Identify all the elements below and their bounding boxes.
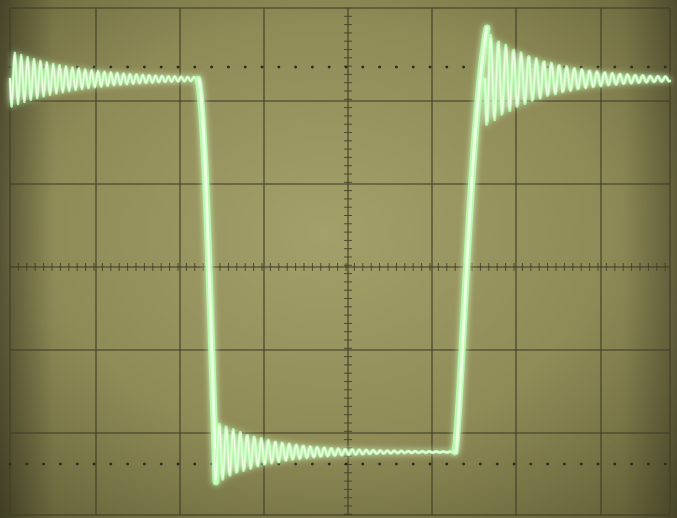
graticule-dot [227, 65, 230, 69]
graticule-dot [294, 462, 297, 466]
graticule-dot [378, 65, 381, 69]
graticule-dot [428, 462, 432, 466]
graticule-dot [126, 65, 129, 69]
graticule-dot [579, 462, 583, 466]
graticule-dot [579, 65, 583, 69]
graticule-dot [663, 65, 667, 69]
graticule-dot [327, 65, 331, 69]
graticule-dot [663, 462, 667, 466]
trace-high-left-core [9, 54, 198, 106]
graticule-dot [42, 462, 45, 466]
graticule-dot [361, 65, 365, 69]
graticule-dot [344, 462, 348, 466]
trace-falling-edge-core [197, 77, 218, 484]
graticule-dot [277, 462, 281, 466]
graticule-dot [143, 462, 146, 466]
graticule-dot [75, 462, 79, 466]
graticule-dot [294, 65, 297, 69]
graticule-dot [193, 462, 197, 466]
graticule-dot [613, 65, 617, 69]
graticule-dot [495, 462, 499, 466]
graticule-dot [311, 65, 314, 69]
graticule-dot [243, 65, 247, 69]
graticule-dot [378, 462, 381, 466]
graticule-dot [59, 462, 62, 466]
graticule-dot [92, 65, 96, 69]
graticule-dot [647, 65, 650, 69]
graticule-dot [109, 65, 113, 69]
graticule-dot [546, 462, 549, 466]
graticule-grid [9, 7, 671, 516]
graticule-dot [647, 462, 650, 466]
graticule-dot [479, 462, 482, 466]
graticule-dot [411, 462, 415, 466]
graticule-dot [176, 462, 180, 466]
graticule-dot [462, 65, 465, 69]
graticule-dot [630, 65, 633, 69]
graticule-dot [529, 462, 533, 466]
graticule-dot [109, 462, 113, 466]
trace-rising-edge-core [454, 26, 489, 454]
graticule-dot [445, 462, 449, 466]
waveform-trace [8, 24, 672, 486]
graticule-dot [8, 462, 12, 466]
graticule-dot [210, 65, 214, 69]
graticule-dot [462, 462, 465, 466]
graticule-dot [143, 65, 146, 69]
graticule-dot [512, 462, 516, 466]
graticule-dot [277, 65, 281, 69]
graticule-dot [563, 462, 566, 466]
graticule-dot [42, 65, 45, 69]
graticule-dot [395, 462, 398, 466]
graticule-dot [159, 462, 163, 466]
graticule-dot [8, 65, 12, 69]
graticule-dot [126, 462, 129, 466]
graticule-dot [344, 65, 348, 69]
graticule-dot [159, 65, 163, 69]
trace-low-core [213, 425, 456, 482]
graticule-dot [596, 462, 600, 466]
graticule-dot [428, 65, 432, 69]
trace-high-right-core [484, 37, 671, 123]
graticule-dot [327, 462, 331, 466]
graticule-dot [193, 65, 197, 69]
graticule-dot [630, 462, 633, 466]
graticule-dot [92, 462, 96, 466]
graticule-dot [445, 65, 449, 69]
graticule-dot [613, 462, 617, 466]
graticule-dot [260, 462, 264, 466]
graticule-dot [596, 65, 600, 69]
graticule-dot [260, 65, 264, 69]
graticule-dot [546, 65, 549, 69]
graticule-dot [395, 65, 398, 69]
graticule-dot [25, 462, 29, 466]
graticule-dot [176, 65, 180, 69]
graticule-dot [361, 462, 365, 466]
graticule-dot [411, 65, 415, 69]
graticule-dot [311, 462, 314, 466]
